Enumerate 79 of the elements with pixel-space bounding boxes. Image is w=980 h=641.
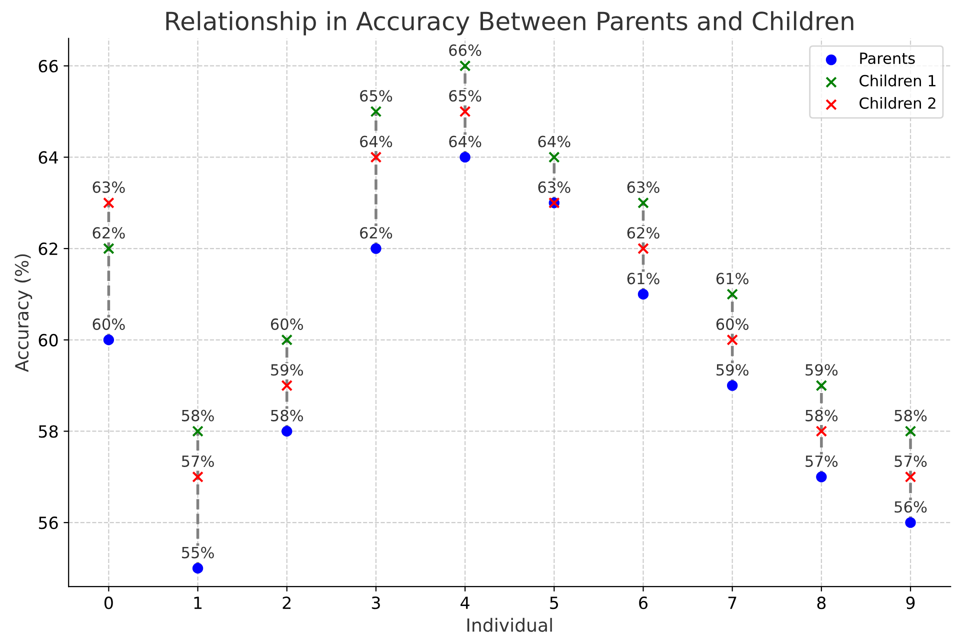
point: [638, 197, 649, 209]
data-label: 63%: [627, 181, 660, 193]
point: [548, 152, 560, 163]
data-label: 64%: [449, 136, 482, 148]
data-label: 59%: [716, 364, 748, 376]
x-tick-label: 1: [194, 596, 202, 609]
data-label: 63%: [92, 181, 125, 193]
y-tick-label: 66: [38, 60, 58, 72]
point: [459, 60, 471, 72]
data-label: 58%: [271, 410, 304, 422]
point: [904, 471, 916, 483]
point: [816, 380, 828, 392]
point: [905, 517, 916, 528]
point: [192, 426, 204, 437]
x-tick-label: 7: [728, 596, 736, 609]
x-tick-label: 8: [817, 596, 826, 610]
y-tick-label: 56: [38, 516, 58, 530]
y-axis-title: Accuracy (%): [14, 254, 32, 372]
y-tick-label: 58: [38, 425, 58, 438]
point: [638, 242, 649, 254]
chart-title: Relationship in Accuracy Between Parents and Children: [166, 11, 854, 36]
data-label: 65%: [360, 90, 392, 102]
data-label: 60%: [270, 318, 304, 330]
point: [102, 242, 114, 254]
point: [726, 288, 738, 300]
point: [816, 472, 827, 482]
data-label: 62%: [627, 227, 660, 239]
point: [281, 334, 293, 346]
point: [460, 152, 470, 163]
data-label: 57%: [894, 455, 927, 467]
data-label: 57%: [806, 455, 838, 467]
data-label: 64%: [360, 136, 392, 148]
point: [103, 334, 114, 346]
data-label: 62%: [360, 227, 392, 239]
point: [816, 426, 828, 437]
point: [102, 197, 114, 209]
point: [726, 334, 738, 346]
data-label: 60%: [92, 318, 125, 330]
y-tick-label: 62: [38, 242, 58, 256]
x-tick-label: 5: [550, 596, 558, 610]
data-label: 60%: [716, 318, 748, 330]
data-label: 58%: [806, 410, 838, 422]
data-label: 64%: [538, 136, 570, 148]
x-tick-label: 0: [104, 596, 113, 610]
point: [904, 426, 916, 437]
data-label: 59%: [806, 364, 838, 376]
y-tick-label: 60: [38, 334, 58, 346]
y-tick-label: 64: [38, 151, 58, 164]
point: [726, 380, 738, 391]
data-label: 66%: [449, 44, 482, 56]
data-label: 61%: [716, 272, 748, 284]
x-tick-label: 3: [372, 596, 380, 610]
data-label: 59%: [271, 364, 304, 376]
point: [638, 288, 649, 300]
point: [281, 380, 293, 392]
data-label: 58%: [182, 410, 214, 422]
point: [282, 426, 292, 437]
data-label: 57%: [182, 455, 214, 467]
data-label: 65%: [449, 90, 482, 102]
point: [370, 106, 382, 118]
legend-label: Parents: [860, 52, 915, 64]
data-label: 55%: [182, 546, 214, 558]
x-tick-label: 2: [282, 596, 291, 609]
legend-label: Children 2: [860, 97, 936, 109]
point: [370, 243, 382, 254]
x-tick-label: 6: [639, 596, 648, 610]
x-axis-title: Individual: [467, 618, 552, 632]
point: [192, 471, 204, 483]
data-label: 56%: [894, 501, 927, 513]
point: [370, 152, 382, 163]
data-label: 58%: [894, 410, 927, 422]
point: [459, 106, 471, 118]
data-label: 63%: [538, 181, 570, 193]
x-tick-label: 9: [906, 596, 915, 610]
x-tick-label: 4: [460, 596, 470, 609]
data-label: 61%: [627, 272, 660, 284]
data-label: 62%: [92, 227, 125, 239]
point: [192, 562, 204, 574]
legend-label: Children 1: [860, 74, 936, 86]
